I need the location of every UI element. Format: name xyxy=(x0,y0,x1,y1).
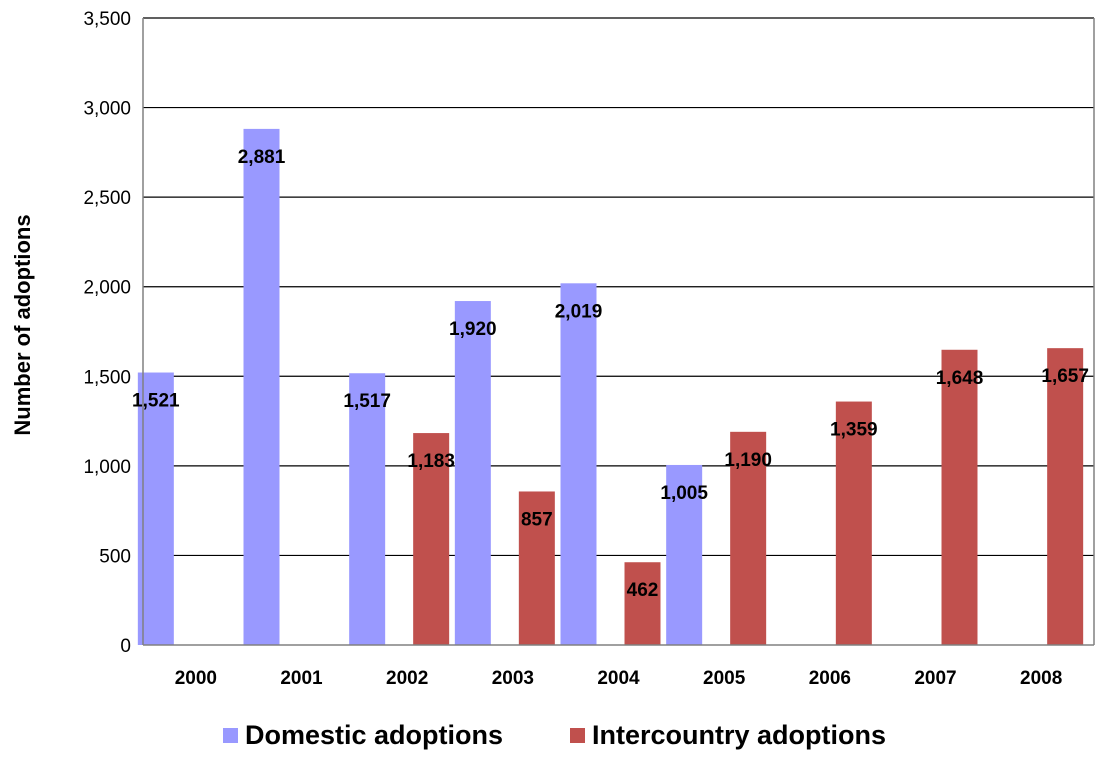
legend-swatch xyxy=(570,728,585,743)
legend-swatch xyxy=(223,728,238,743)
x-tick-label: 2005 xyxy=(703,668,746,689)
x-tick-label: 2008 xyxy=(1020,668,1062,689)
intercountry-data-label: 1,648 xyxy=(936,368,984,389)
x-tick-label: 2003 xyxy=(492,668,534,689)
domestic-bar xyxy=(349,373,386,645)
intercountry-bar xyxy=(835,401,872,645)
intercountry-data-label: 1,657 xyxy=(1041,366,1089,387)
y-tick-label: 3,000 xyxy=(83,99,131,120)
intercountry-bar xyxy=(1047,348,1084,645)
y-tick-label: 500 xyxy=(99,546,131,567)
intercountry-bar xyxy=(518,491,555,645)
domestic-data-label: 2,019 xyxy=(555,301,603,322)
y-tick-label: 3,500 xyxy=(83,9,131,30)
intercountry-data-label: 1,183 xyxy=(407,451,455,472)
y-tick-label: 1,000 xyxy=(83,457,131,478)
intercountry-bar xyxy=(624,562,661,645)
x-tick-label: 2001 xyxy=(280,668,323,689)
domestic-bar xyxy=(243,128,280,646)
y-tick-label: 1,500 xyxy=(83,367,131,388)
domestic-data-label: 2,881 xyxy=(238,147,286,168)
intercountry-bar xyxy=(413,433,450,645)
x-tick-label: 2006 xyxy=(809,668,851,689)
y-tick-label: 2,000 xyxy=(83,278,131,299)
intercountry-data-label: 1,359 xyxy=(830,420,878,441)
x-tick-label: 2000 xyxy=(175,668,217,689)
intercountry-bar xyxy=(941,349,978,645)
legend-label: Intercountry adoptions xyxy=(592,720,886,750)
legend-label: Domestic adoptions xyxy=(245,720,503,750)
domestic-bar xyxy=(666,464,703,645)
x-tick-label: 2002 xyxy=(386,668,428,689)
x-tick-label: 2004 xyxy=(597,668,640,689)
intercountry-data-label: 1,190 xyxy=(724,450,772,471)
domestic-data-label: 1,517 xyxy=(343,391,391,412)
domestic-bar xyxy=(560,283,597,645)
intercountry-data-label: 462 xyxy=(627,580,659,601)
domestic-bar xyxy=(137,372,174,645)
domestic-bar xyxy=(454,301,491,645)
domestic-data-label: 1,920 xyxy=(449,319,497,340)
domestic-data-label: 1,005 xyxy=(660,483,708,504)
y-axis-title: Number of adoptions xyxy=(10,214,35,435)
domestic-data-label: 1,521 xyxy=(132,391,180,412)
intercountry-data-label: 857 xyxy=(521,509,553,530)
y-tick-label: 0 xyxy=(120,636,131,657)
intercountry-bar xyxy=(730,431,767,645)
y-tick-label: 2,500 xyxy=(83,188,131,209)
x-tick-label: 2007 xyxy=(914,668,956,689)
